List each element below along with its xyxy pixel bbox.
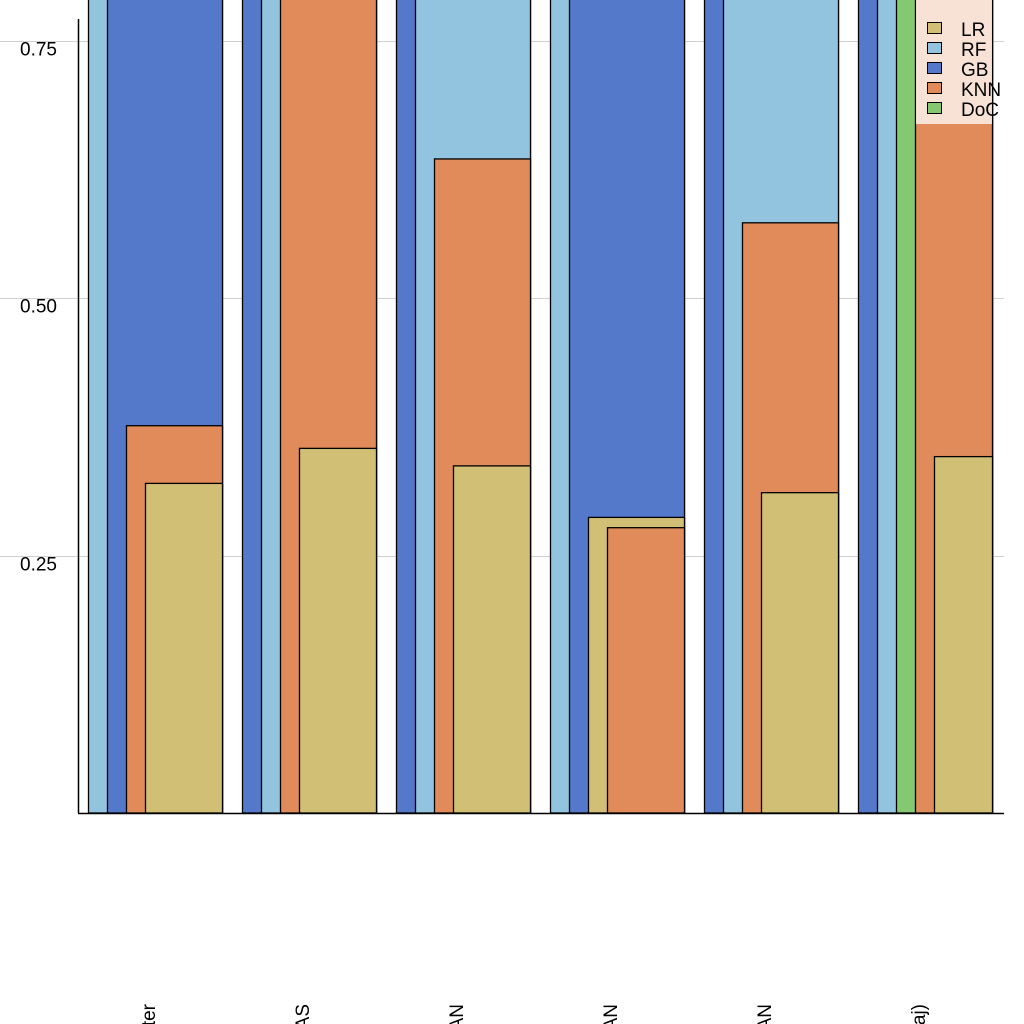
bar-lr bbox=[760, 492, 840, 814]
y-tick-label: 0.25 bbox=[20, 555, 57, 576]
bars bbox=[87, 0, 994, 814]
x-tick-label: ProWRAS bbox=[293, 1004, 314, 1024]
legend-swatch-lr bbox=[927, 22, 942, 34]
bar-group bbox=[241, 0, 378, 814]
legend-label: KNN bbox=[961, 80, 1001, 101]
x-tick-label: Repeater bbox=[139, 1003, 160, 1024]
bar-lr bbox=[298, 447, 378, 814]
bar-group bbox=[857, 0, 994, 814]
x-tick-label: CTAB-GAN bbox=[755, 1004, 776, 1024]
legend-swatch-rf bbox=[927, 42, 942, 54]
legend-swatch-knn bbox=[927, 82, 942, 94]
bar-knn bbox=[606, 527, 686, 814]
legend-label: RF bbox=[961, 40, 986, 61]
x-tick-labels: Repeater ProWRAS GAN CTGAN CTAB-GAN ConvGeN(m… bbox=[139, 1003, 930, 1024]
bar-group bbox=[549, 0, 686, 814]
x-tick-label: ConvGeN(min,maj) bbox=[909, 1004, 930, 1024]
x-tick-label: CTGAN bbox=[601, 1004, 622, 1024]
bar-lr bbox=[452, 465, 532, 814]
legend-label: GB bbox=[961, 60, 988, 81]
legend-swatch-gb bbox=[927, 62, 942, 74]
legend-swatch-doc bbox=[927, 102, 942, 114]
bar-group bbox=[703, 0, 840, 814]
bar-lr bbox=[933, 455, 994, 814]
x-tick-label: GAN bbox=[447, 1004, 468, 1024]
y-tick-labels: 0.25 0.50 0.75 bbox=[20, 40, 57, 576]
legend-label: DoC bbox=[961, 100, 999, 121]
y-tick-label: 0.75 bbox=[20, 40, 57, 61]
bar-group bbox=[87, 0, 224, 814]
bar-lr bbox=[144, 482, 224, 814]
legend-label: LR bbox=[961, 20, 985, 41]
axes bbox=[77, 19, 1004, 815]
bar-group bbox=[395, 0, 532, 814]
y-tick-label: 0.50 bbox=[20, 297, 57, 318]
